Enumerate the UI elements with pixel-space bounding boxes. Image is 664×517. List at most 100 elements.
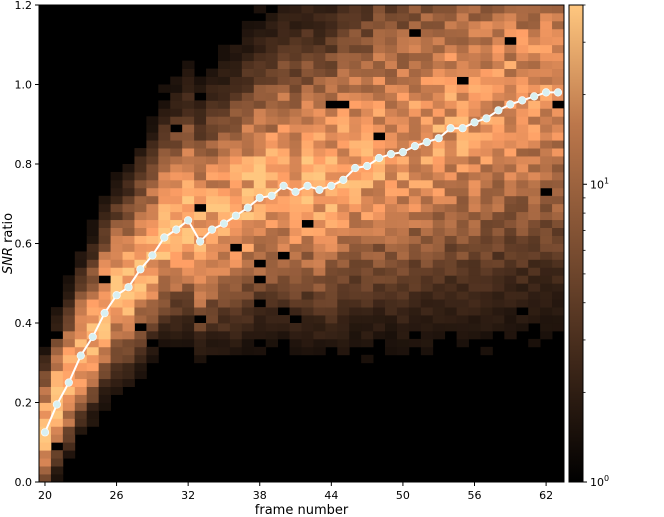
heatmap-cell	[253, 92, 267, 101]
heatmap-cell	[444, 203, 458, 213]
heatmap-cell	[540, 330, 553, 340]
heatmap-cell	[158, 108, 171, 117]
heatmap-cell	[229, 156, 243, 165]
heatmap-cell	[385, 68, 398, 77]
heatmap-cell	[540, 203, 553, 213]
heatmap-cell	[217, 227, 231, 236]
heatmap-cell	[528, 291, 541, 300]
heatmap-cell	[420, 299, 434, 308]
heatmap-cell	[516, 315, 529, 324]
heatmap-cell	[265, 243, 279, 252]
heatmap-cell	[289, 36, 302, 46]
heatmap-cell	[432, 76, 446, 85]
heatmap-cell	[182, 203, 195, 213]
heatmap-cell	[301, 267, 314, 276]
heatmap-cell	[229, 100, 243, 109]
heatmap-cell	[265, 307, 279, 316]
heatmap-cell	[241, 76, 255, 85]
heatmap-cell	[301, 275, 314, 284]
heatmap-cell	[408, 44, 422, 54]
heatmap-cell	[194, 132, 207, 141]
heatmap-cell	[504, 5, 517, 14]
heatmap-cell	[146, 124, 159, 133]
heatmap-cell	[182, 116, 195, 125]
heatmap-cell	[444, 299, 458, 308]
heatmap-cell	[158, 275, 171, 284]
heatmap-cell	[552, 92, 565, 101]
heatmap-cell	[456, 283, 469, 292]
y-axis-label-rest: ratio	[1, 213, 16, 247]
heatmap-cell	[444, 251, 458, 260]
heatmap-cell	[206, 275, 219, 284]
heatmap-cell	[420, 52, 434, 62]
heatmap-cell	[158, 148, 171, 157]
heatmap-cell	[420, 346, 434, 356]
heatmap-cell	[528, 100, 541, 109]
heatmap-cell	[289, 132, 302, 141]
heatmap-cell	[468, 299, 481, 308]
heatmap-cell	[86, 283, 100, 292]
heatmap-cell	[408, 5, 422, 14]
heatmap-cell	[337, 323, 350, 332]
heatmap-cell	[408, 100, 422, 109]
heatmap-cell	[337, 92, 350, 101]
heatmap-cell	[504, 291, 517, 300]
heatmap-cell	[432, 323, 446, 332]
heatmap-cell	[217, 44, 231, 54]
heatmap-cell	[528, 60, 541, 69]
heatmap-cell	[98, 219, 111, 228]
mean-point	[422, 138, 431, 147]
heatmap-cell	[528, 338, 541, 348]
heatmap-cell	[277, 44, 290, 54]
heatmap-cell	[396, 100, 410, 109]
heatmap-cell	[396, 92, 410, 101]
heatmap-cell	[325, 28, 338, 38]
heatmap-cell	[50, 434, 64, 443]
heatmap-cell	[468, 283, 481, 292]
heatmap-cell	[516, 84, 529, 93]
heatmap-cell	[408, 219, 422, 228]
heatmap-cell	[552, 52, 565, 62]
heatmap-cell	[468, 84, 481, 93]
heatmap-cell	[432, 267, 446, 276]
heatmap-cell	[385, 307, 398, 316]
heatmap-cell	[528, 5, 541, 14]
heatmap-cell	[420, 156, 434, 165]
heatmap-cell	[492, 28, 505, 38]
heatmap-cell	[480, 346, 493, 356]
heatmap-cell	[540, 323, 553, 332]
mean-point	[375, 153, 384, 163]
heatmap-cell	[420, 92, 434, 101]
heatmap-cell	[229, 291, 243, 300]
heatmap-cell	[385, 28, 398, 38]
heatmap-cell	[122, 243, 135, 252]
heatmap-cell	[468, 108, 481, 117]
heatmap-cell	[385, 92, 398, 101]
heatmap-cell	[361, 116, 374, 125]
heatmap-cell	[265, 179, 279, 189]
heatmap-cell	[528, 259, 541, 268]
heatmap-cell	[361, 187, 374, 197]
mean-point	[207, 225, 217, 234]
heatmap-cell	[456, 203, 469, 213]
heatmap-cell	[468, 235, 481, 244]
heatmap-cell	[444, 283, 458, 292]
heatmap-cell	[313, 108, 326, 117]
heatmap-cell	[516, 211, 529, 221]
heatmap-cell	[86, 378, 100, 387]
heatmap-cell	[408, 323, 422, 332]
heatmap-cell	[492, 179, 505, 189]
heatmap-cell	[170, 92, 183, 101]
heatmap-cell	[301, 156, 314, 165]
heatmap-cell	[337, 291, 350, 300]
heatmap-cell	[504, 275, 517, 284]
heatmap-cell	[480, 76, 493, 85]
heatmap-cell	[349, 116, 362, 125]
heatmap-cell	[265, 227, 279, 236]
heatmap-cell	[540, 20, 553, 30]
heatmap-cell	[444, 44, 458, 54]
heatmap-cell	[468, 148, 481, 157]
heatmap-cell	[289, 291, 302, 300]
heatmap-cell	[289, 156, 302, 165]
heatmap-cell	[408, 235, 422, 244]
